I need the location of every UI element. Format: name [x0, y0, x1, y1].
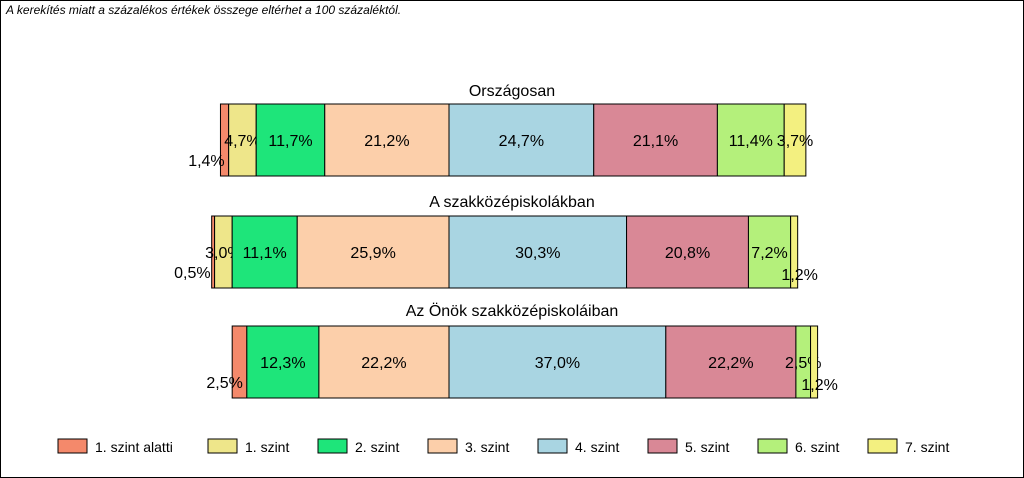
bar-title: Az Önök szakközépiskoláiban [406, 302, 619, 320]
legend-swatch [207, 438, 238, 454]
bar-segment [448, 325, 667, 399]
data-label: 7,2% [751, 245, 787, 262]
data-label: 4,7% [224, 133, 260, 150]
legend-label: 7. szint [905, 439, 949, 455]
bar-segment [231, 215, 298, 289]
bar-segment [318, 325, 450, 399]
bar-segment [255, 103, 326, 177]
legend-item: 5. szint [647, 438, 729, 455]
bar-segment [246, 325, 320, 399]
data-label: 1,2% [801, 377, 837, 394]
legend-swatch [57, 438, 88, 454]
bar-row-3: Az Önök szakközépiskoláiban 2,5% 12,3% 22,2… [206, 302, 838, 399]
bar-segment [296, 215, 450, 289]
bar-segment [324, 103, 450, 177]
bar-segment [716, 103, 785, 177]
legend-item: 2. szint [317, 438, 399, 455]
data-label: 0,5% [174, 265, 210, 282]
rounding-note: A kerekítés miatt a százalékos értékek ö… [6, 3, 402, 17]
bar-segment [448, 103, 595, 177]
data-label: 25,9% [350, 245, 395, 262]
legend-swatch [757, 438, 788, 454]
legend-item: 1. szint [207, 438, 289, 455]
bar-row-1: Országosan 1,4%4,7% 11,7% 21,2% 24,7% 21,1% 11… [188, 83, 813, 177]
bar-segment [626, 215, 749, 289]
legend-swatch [427, 438, 458, 454]
legend-item: 4. szint [537, 438, 619, 455]
bar-segment [783, 103, 807, 177]
legend-label: 6. szint [795, 439, 839, 455]
legend-label: 1. szint [245, 439, 289, 455]
bar-segment [810, 325, 819, 399]
legend-swatch [537, 438, 568, 454]
bar-segment [665, 325, 797, 399]
data-label: 1,4% [188, 153, 224, 170]
data-label: 22,2% [361, 355, 406, 372]
legend-label: 2. szint [355, 439, 399, 455]
data-label: 37,0% [535, 355, 580, 372]
bar-segment [747, 215, 792, 289]
bar-title: Országosan [469, 83, 555, 100]
data-label: 22,2% [708, 355, 753, 372]
data-label: 2,5% [206, 375, 242, 392]
legend-item: 3. szint [427, 438, 509, 455]
legend-swatch [647, 438, 678, 454]
legend-item: 6. szint [757, 438, 839, 455]
legend-label: 4. szint [575, 439, 619, 455]
legend-item: 7. szint [867, 438, 949, 455]
bar-segment [448, 215, 628, 289]
bar-title: A szakközépiskolákban [429, 194, 594, 211]
data-label: 21,2% [364, 133, 409, 150]
data-label: 20,8% [665, 245, 710, 262]
legend-label: 1. szint alatti [95, 439, 173, 455]
data-label: 3,7% [777, 133, 813, 150]
legend-label: 3. szint [465, 439, 509, 455]
data-label: 11,7% [268, 133, 312, 150]
data-label: 12,3% [260, 355, 305, 372]
legend-item: 1. szint alatti [57, 438, 173, 455]
data-label: 1,2% [781, 267, 817, 284]
legend-label: 5. szint [685, 439, 729, 455]
data-label: 11,4% [729, 133, 773, 150]
data-label: 24,7% [499, 133, 544, 150]
data-label: 11,1% [243, 245, 287, 262]
legend-swatch [317, 438, 348, 454]
data-label: 21,1% [633, 133, 678, 150]
data-label: 30,3% [515, 245, 560, 262]
legend-swatch [867, 438, 898, 454]
legend: 1. szint alatti 1. szint 2. szint 3. szint 4… [57, 438, 949, 455]
bar-segment [790, 215, 799, 289]
bar-segment [593, 103, 718, 177]
